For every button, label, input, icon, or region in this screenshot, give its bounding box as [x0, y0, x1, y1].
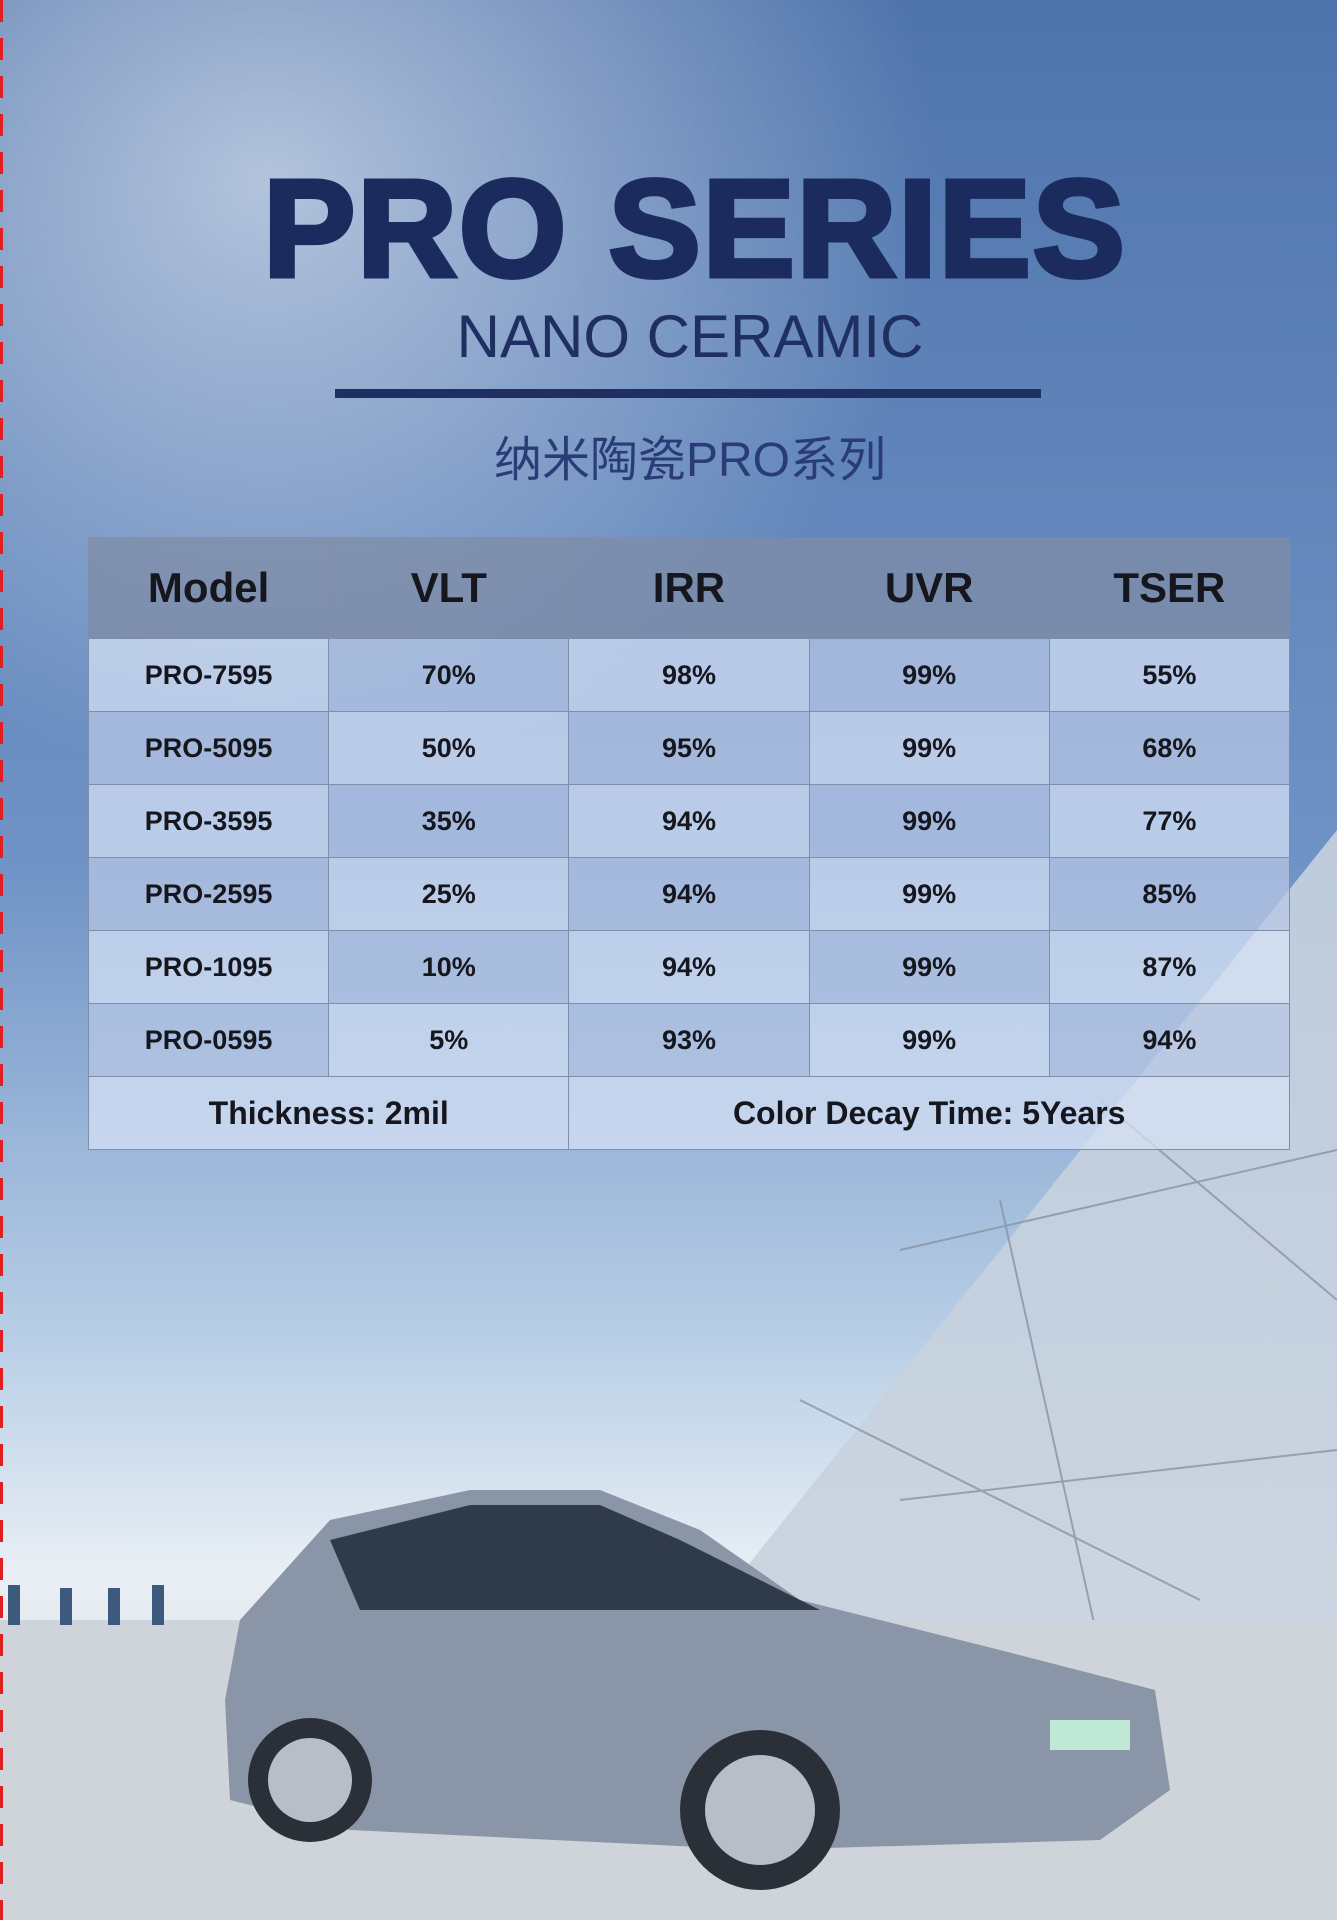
subtitle: NANO CERAMIC — [456, 303, 924, 370]
table-cell: 87% — [1048, 930, 1291, 1004]
table-cell: 94% — [568, 930, 810, 1004]
table-cell: PRO-3595 — [87, 784, 330, 858]
column-header: VLT — [328, 537, 570, 639]
table-row: PRO-1095 10% 94% 99% 87% — [87, 930, 1291, 1004]
title: PRO SERIES — [261, 150, 1128, 309]
table-cell: 5% — [328, 1003, 570, 1077]
column-header: UVR — [808, 537, 1050, 639]
column-header: Model — [87, 537, 330, 639]
table-cell: PRO-1095 — [87, 930, 330, 1004]
footer-cell: Thickness: 2mil — [87, 1076, 570, 1150]
table-cell: 99% — [808, 784, 1050, 858]
table-cell: 70% — [328, 638, 570, 712]
table-cell: 85% — [1048, 857, 1291, 931]
table-cell: 25% — [328, 857, 570, 931]
subtitle-cn: 纳米陶瓷PRO系列 — [493, 434, 887, 487]
table-row: PRO-0595 5% 93% 99% 94% — [87, 1003, 1291, 1077]
table-cell: 94% — [568, 784, 810, 858]
table-cell: 55% — [1048, 638, 1291, 712]
table-cell: 99% — [808, 857, 1050, 931]
table-row: PRO-2595 25% 94% 99% 85% — [87, 857, 1291, 931]
table-row: PRO-3595 35% 94% 99% 77% — [87, 784, 1291, 858]
table-cell: 94% — [568, 857, 810, 931]
header-row: Model VLT IRR UVR TSER — [87, 537, 1291, 639]
table-cell: 10% — [328, 930, 570, 1004]
table-cell: 93% — [568, 1003, 810, 1077]
table-cell: 50% — [328, 711, 570, 785]
table-cell: PRO-2595 — [87, 857, 330, 931]
table-cell: 99% — [808, 638, 1050, 712]
spec-table: Model VLT IRR UVR TSER PRO-7595 70% 98% 99% 55% PR… — [87, 537, 1291, 1150]
table-cell: 94% — [1048, 1003, 1291, 1077]
table-cell: PRO-5095 — [87, 711, 330, 785]
column-header: TSER — [1048, 537, 1291, 639]
table-cell: 98% — [568, 638, 810, 712]
table-cell: PRO-0595 — [87, 1003, 330, 1077]
table-row: PRO-5095 50% 95% 99% 68% — [87, 711, 1291, 785]
table-cell: 99% — [808, 930, 1050, 1004]
table-cell: 95% — [568, 711, 810, 785]
footer-row: Thickness: 2mil Color Decay Time: 5Years — [87, 1076, 1290, 1150]
column-header: IRR — [568, 537, 810, 639]
table-cell: 77% — [1048, 784, 1291, 858]
table-cell: 68% — [1048, 711, 1291, 785]
divider — [335, 389, 1041, 398]
table-cell: 99% — [808, 711, 1050, 785]
table-row: PRO-7595 70% 98% 99% 55% — [87, 638, 1291, 712]
table-cell: PRO-7595 — [87, 638, 330, 712]
table-cell: 99% — [808, 1003, 1050, 1077]
table-cell: 35% — [328, 784, 570, 858]
footer-cell: Color Decay Time: 5Years — [568, 1076, 1290, 1150]
